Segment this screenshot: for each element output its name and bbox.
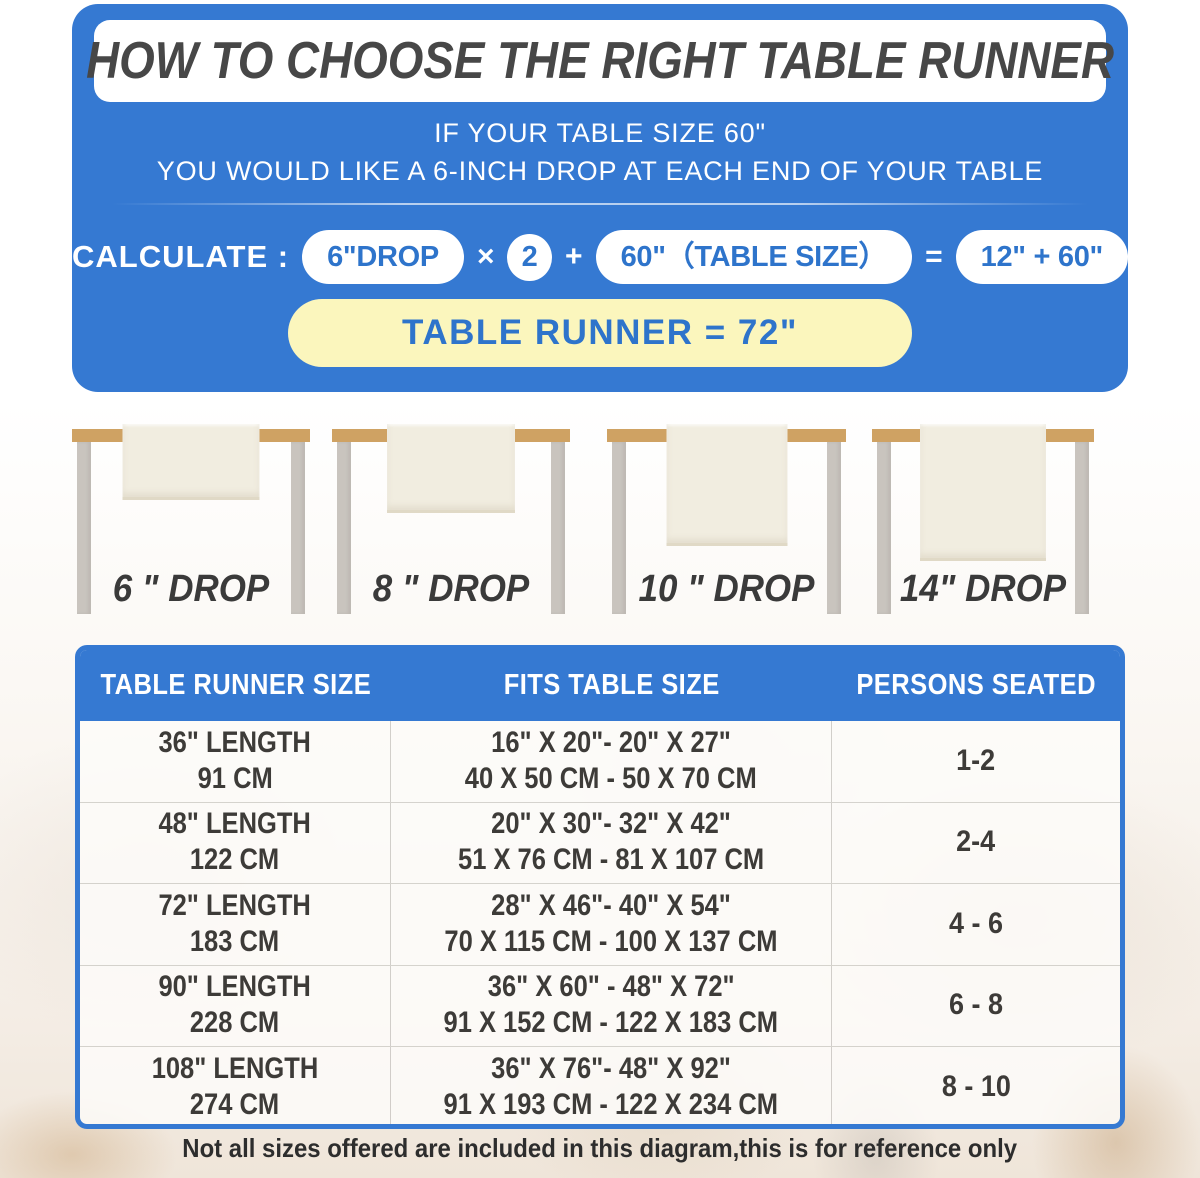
sum-pill: 12" + 60" <box>955 230 1128 284</box>
table-leg-left <box>877 442 891 614</box>
fits-size-cell: 28" X 46"- 40" X 54" 70 X 115 CM - 100 X… <box>391 884 832 965</box>
persons-cell: 4 - 6 <box>948 906 1004 940</box>
divider-line <box>112 203 1088 205</box>
drop-label: 14" DROP <box>899 568 1067 610</box>
table-leg-right <box>827 442 841 614</box>
equals-operator: = <box>925 240 943 273</box>
table-row: 90" LENGTH 228 CM 36" X 60" - 48" X 72" … <box>80 965 1120 1047</box>
table-illustration-6-drop: 6 " DROP <box>72 424 310 616</box>
table-illustration-10-drop: 10 " DROP <box>607 424 846 616</box>
drop-label: 10 " DROP <box>638 568 815 610</box>
calculate-label: CALCULATE : <box>72 239 290 274</box>
subtitle-line1: IF YOUR TABLE SIZE 60" <box>434 118 766 148</box>
table-leg-right <box>1075 442 1089 614</box>
reference-note: Not all sizes offered are included in th… <box>182 1133 1018 1163</box>
fits-size-cell: 36" X 76"- 48" X 92" 91 X 193 CM - 122 X… <box>391 1047 832 1124</box>
runner-size-cell: 108" LENGTH 274 CM <box>80 1047 391 1124</box>
persons-cell: 1-2 <box>956 743 996 777</box>
runner-size-cell: 90" LENGTH 228 CM <box>80 965 391 1046</box>
header-persons-seated: PERSONS SEATED <box>856 669 1096 701</box>
persons-cell: 2-4 <box>956 825 996 859</box>
size-chart-header: TABLE RUNNER SIZE FITS TABLE SIZE PERSON… <box>80 650 1120 721</box>
table-leg-left <box>612 442 626 614</box>
table-leg-right <box>291 442 305 614</box>
size-chart-body: 36" LENGTH 91 CM 16" X 20"- 20" X 27" 40… <box>80 721 1120 1124</box>
header-runner-size: TABLE RUNNER SIZE <box>100 669 371 701</box>
runner-size-cell: 48" LENGTH 122 CM <box>80 802 391 883</box>
drop-illustrations: 6 " DROP 8 " DROP 10 " DROP 14" DROP <box>0 424 1200 624</box>
subtitle-line2: YOU WOULD LIKE A 6-INCH DROP AT EACH END… <box>156 156 1044 186</box>
table-illustration-8-drop: 8 " DROP <box>332 424 570 616</box>
times-operator: × <box>476 240 495 273</box>
plus-operator: + <box>565 240 583 273</box>
calculation-row: CALCULATE : 6"DROP × 2 + 60"（TABLE SIZE）… <box>72 230 1128 284</box>
fits-size-cell: 20" X 30"- 32" X 42" 51 X 76 CM - 81 X 1… <box>391 802 832 883</box>
runner-graphic <box>122 424 260 500</box>
drop-value-pill: 6"DROP <box>302 230 464 284</box>
runner-size-cell: 72" LENGTH 183 CM <box>80 884 391 965</box>
persons-cell: 8 - 10 <box>941 1069 1011 1103</box>
drop-label: 8 " DROP <box>372 568 530 610</box>
runner-graphic <box>920 424 1046 561</box>
header-card: HOW TO CHOOSE THE RIGHT TABLE RUNNER IF … <box>72 4 1128 392</box>
table-row: 108" LENGTH 274 CM 36" X 76"- 48" X 92" … <box>80 1047 1120 1124</box>
multiplier-badge: 2 <box>507 233 553 281</box>
table-row: 48" LENGTH 122 CM 20" X 30"- 32" X 42" 5… <box>80 802 1120 884</box>
runner-size-cell: 36" LENGTH 91 CM <box>80 721 391 802</box>
header-fits-table-size: FITS TABLE SIZE <box>503 669 720 701</box>
fits-size-cell: 16" X 20"- 20" X 27" 40 X 50 CM - 50 X 7… <box>391 721 832 802</box>
table-runner-result-pill: TABLE RUNNER = 72" <box>288 299 912 367</box>
table-size-pill: 60"（TABLE SIZE） <box>595 230 913 284</box>
persons-cell: 6 - 8 <box>948 988 1004 1022</box>
page-title: HOW TO CHOOSE THE RIGHT TABLE RUNNER <box>86 32 1114 90</box>
table-leg-left <box>77 442 91 614</box>
runner-graphic <box>387 424 515 513</box>
runner-graphic <box>666 424 787 546</box>
table-leg-right <box>551 442 565 614</box>
table-row: 36" LENGTH 91 CM 16" X 20"- 20" X 27" 40… <box>80 721 1120 803</box>
fits-size-cell: 36" X 60" - 48" X 72" 91 X 152 CM - 122 … <box>391 965 832 1046</box>
title-banner: HOW TO CHOOSE THE RIGHT TABLE RUNNER <box>86 20 1114 102</box>
result-text: TABLE RUNNER = 72" <box>402 313 798 352</box>
size-chart-card: TABLE RUNNER SIZE FITS TABLE SIZE PERSON… <box>75 645 1125 1129</box>
table-illustration-14-drop: 14" DROP <box>872 424 1094 616</box>
drop-label: 6 " DROP <box>112 568 270 610</box>
table-row: 72" LENGTH 183 CM 28" X 46"- 40" X 54" 7… <box>80 884 1120 966</box>
table-leg-left <box>337 442 351 614</box>
